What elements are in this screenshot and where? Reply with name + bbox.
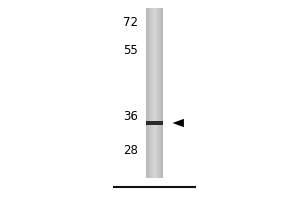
- Text: 55: 55: [123, 45, 138, 58]
- Text: 28: 28: [123, 144, 138, 158]
- Text: 72: 72: [123, 17, 138, 29]
- Text: 36: 36: [123, 110, 138, 123]
- Bar: [146, 121, 163, 125]
- Polygon shape: [172, 119, 184, 127]
